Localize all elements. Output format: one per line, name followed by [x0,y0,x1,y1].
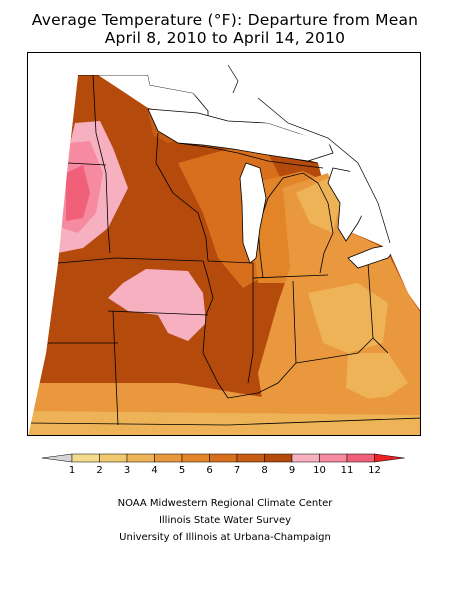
legend-tick-label: 5 [179,465,185,476]
legend-tick-label: 3 [124,465,130,476]
band-3-4-south [28,411,420,435]
temperature-departure-map [27,52,421,436]
state-boundaries [28,74,420,426]
lake-superior [147,108,334,162]
credit-uiuc: University of Illinois at Urbana-Champai… [119,532,331,543]
band-3-4-kentucky [346,353,408,403]
legend-swatch-10_11 [319,453,348,463]
canada-region-west [28,53,208,435]
band-11-12-dakotas [66,165,90,221]
legend-tick-label: 2 [96,465,102,476]
color-legend: 1 2 3 4 5 6 7 8 9 10 11 12 [41,453,405,476]
band-3-4-ohio [308,283,388,353]
legend-tick-label: 6 [206,465,212,476]
legend-tick-label: 9 [289,465,295,476]
legend-arrow-above [374,453,405,463]
canada-region [208,53,420,301]
legend-swatch-9_10 [291,453,320,463]
legend-tick-label: 10 [313,465,326,476]
legend-swatch-5_6 [181,453,210,463]
legend-swatch-2_3 [99,453,128,463]
legend-swatch-6_7 [209,453,238,463]
legend-tick-label: 11 [341,465,354,476]
legend-tick-label: 8 [261,465,267,476]
legend-swatch-4_5 [154,453,183,463]
legend-swatch-8_9 [264,453,293,463]
legend-swatch-7_8 [236,453,265,463]
lake-michigan [239,162,267,264]
map-canvas [28,53,420,435]
canada-boundaries [227,64,391,244]
legend-tick-label: 12 [368,465,381,476]
legend-tick-label: 4 [151,465,157,476]
legend-tick-label: 7 [234,465,240,476]
map-title: Average Temperature (°F): Departure from… [31,11,419,29]
band-9-10-iowa [108,269,206,341]
legend-swatch-3_4 [126,453,155,463]
band-3-4-michigan-north [296,178,340,233]
legend-tick-labels: 1 2 3 4 5 6 7 8 9 10 11 12 [69,465,381,476]
legend-swatch-11_12 [346,453,375,463]
legend-color-bar [41,453,405,463]
credit-isws: Illinois State Water Survey [158,515,292,526]
legend-swatch-1_2 [71,453,100,463]
legend-arrow-below [41,453,73,463]
legend-tick-label: 1 [69,465,75,476]
map-date-range: April 8, 2010 to April 14, 2010 [104,29,346,47]
credit-noaa: NOAA Midwestern Regional Climate Center [117,498,333,509]
